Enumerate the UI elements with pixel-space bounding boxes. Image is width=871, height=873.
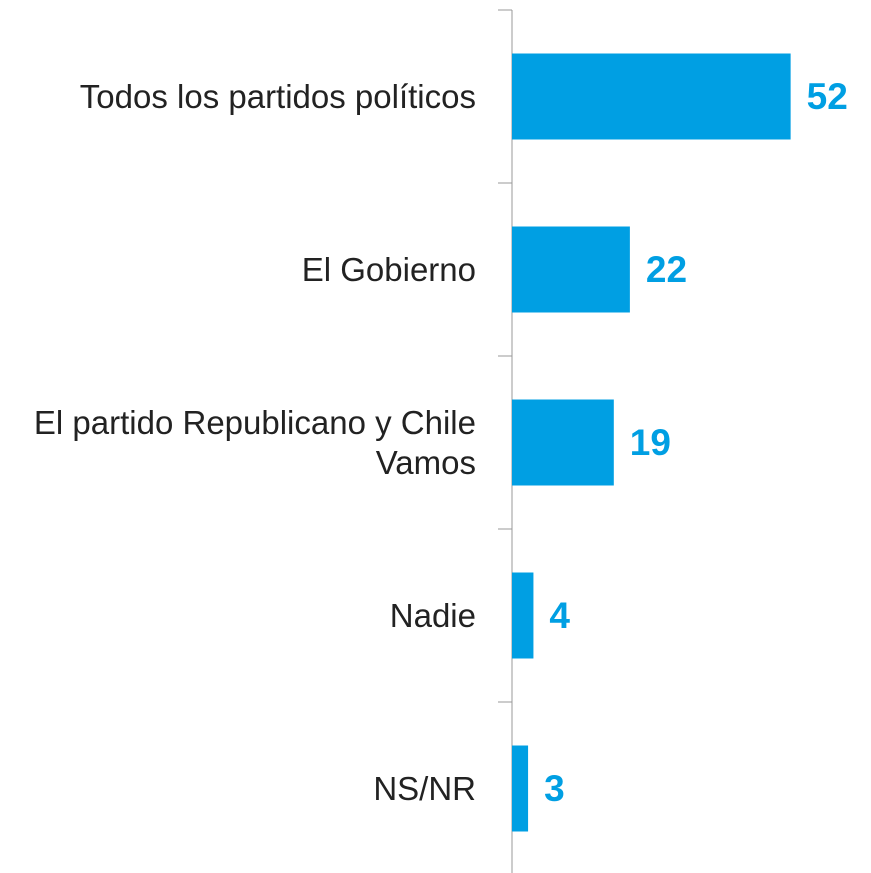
bar [512, 399, 614, 486]
category-label: NS/NR [373, 769, 476, 807]
category-label: Nadie [389, 596, 476, 634]
category-label: El partido Republicano y Chile Vamos [33, 403, 476, 481]
category-label: El Gobierno [301, 250, 476, 288]
bar [512, 53, 791, 140]
value-label: 4 [549, 594, 570, 636]
value-label: 52 [806, 75, 848, 117]
category-label: Todos los partidos políticos [79, 77, 476, 115]
value-label: 22 [645, 248, 688, 290]
bar [512, 572, 534, 659]
bar [512, 745, 529, 832]
value-label: 19 [629, 421, 671, 463]
bar [512, 226, 630, 313]
value-label: 3 [544, 767, 565, 809]
